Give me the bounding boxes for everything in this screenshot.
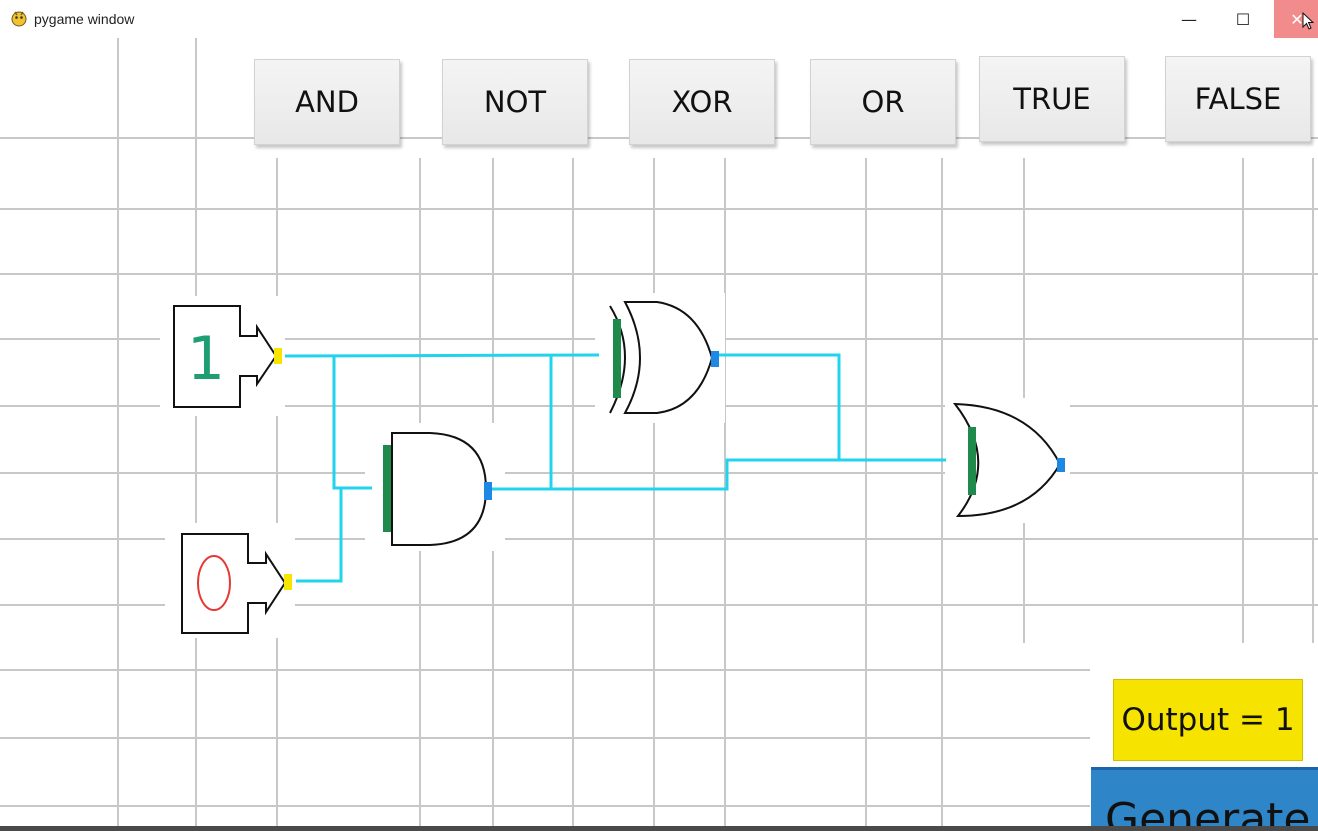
input-pin[interactable] [274, 348, 282, 364]
wire-and-to-or [492, 458, 946, 491]
title-bar: pygame window — ☐ ✕ [0, 0, 1318, 38]
xor-button-label: XOR [671, 85, 733, 119]
or-button[interactable]: OR [810, 59, 956, 145]
false-button-label: FALSE [1194, 82, 1282, 116]
gate-input[interactable] [383, 445, 391, 532]
xor-button[interactable]: XOR [629, 59, 775, 145]
close-icon: ✕ [1290, 9, 1304, 29]
or-gate[interactable] [952, 402, 1065, 518]
input-block-false[interactable] [181, 533, 292, 634]
input-pin[interactable] [284, 574, 292, 590]
xor-gate[interactable] [609, 301, 719, 414]
input-value-0-glyph [197, 555, 231, 611]
circuit-diagram: 1 [173, 301, 1065, 634]
maximize-button[interactable]: ☐ [1220, 0, 1266, 38]
wire-xor-to-or [718, 353, 841, 460]
close-button[interactable]: ✕ [1274, 0, 1318, 38]
not-button[interactable]: NOT [442, 59, 588, 145]
generate-button-label: Generate [1105, 794, 1311, 828]
output-display: Output = 1 [1113, 679, 1303, 761]
not-button-label: NOT [483, 85, 547, 119]
minimize-button[interactable]: — [1166, 0, 1212, 38]
false-button[interactable]: FALSE [1165, 56, 1311, 142]
gate-output[interactable] [484, 482, 492, 500]
window-bottom-edge [0, 826, 1318, 831]
input-block-true[interactable]: 1 [173, 305, 282, 408]
and-gate[interactable] [383, 432, 492, 546]
gate-output[interactable] [1057, 458, 1065, 472]
true-button[interactable]: TRUE [979, 56, 1125, 142]
window-title: pygame window [34, 11, 135, 27]
generate-button[interactable]: Generate [1091, 767, 1318, 828]
true-button-label: TRUE [1013, 82, 1091, 116]
maximize-icon: ☐ [1235, 9, 1251, 29]
or-button-label: OR [861, 85, 905, 119]
gate-input[interactable] [613, 319, 621, 398]
wires [284, 353, 946, 583]
input-value-1: 1 [187, 324, 225, 394]
pygame-icon [11, 11, 27, 27]
gate-input[interactable] [968, 427, 976, 495]
wire-input1-to-and [332, 356, 372, 490]
circuit-canvas[interactable]: 1 [0, 38, 1318, 828]
mouse-cursor-icon [1302, 12, 1314, 30]
and-button[interactable]: AND [254, 59, 400, 145]
wire-input0-to-and [296, 488, 343, 583]
and-button-label: AND [295, 85, 359, 119]
minimize-icon: — [1181, 9, 1197, 29]
gate-output[interactable] [711, 351, 719, 367]
wire-input1-to-xor [284, 353, 600, 358]
output-label: Output = 1 [1121, 702, 1295, 738]
